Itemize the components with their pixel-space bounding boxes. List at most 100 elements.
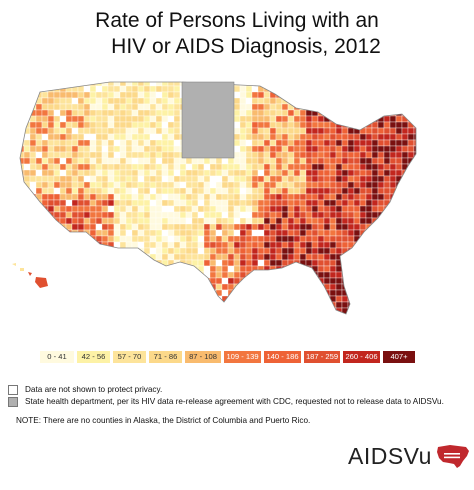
- county-cell: [365, 85, 373, 93]
- county-cell: [269, 121, 277, 129]
- county-cell: [161, 313, 169, 314]
- county-cell: [341, 265, 349, 273]
- county-cell: [263, 241, 271, 249]
- county-cell: [77, 151, 85, 159]
- county-cell: [365, 283, 373, 291]
- county-cell: [407, 235, 415, 243]
- county-cell: [227, 223, 235, 231]
- county-cell: [251, 205, 259, 213]
- county-cell: [348, 320, 354, 326]
- county-cell: [389, 127, 397, 135]
- county-cell: [365, 151, 373, 159]
- hawaii-islands: [12, 263, 48, 288]
- county-cell: [329, 235, 337, 243]
- county-cell: [173, 175, 181, 183]
- county-cell: [20, 85, 25, 93]
- county-cell: [245, 241, 253, 249]
- county-cell: [407, 82, 415, 87]
- county-cell: [131, 247, 139, 255]
- county-cell: [251, 277, 259, 285]
- county-cell: [71, 121, 79, 129]
- county-cell: [257, 103, 265, 111]
- county-cell: [293, 97, 301, 105]
- county-cell: [311, 133, 319, 141]
- county-cell: [227, 301, 235, 309]
- county-cell: [341, 187, 349, 195]
- county-cell: [173, 82, 181, 87]
- county-cell: [359, 85, 367, 93]
- county-cell: [245, 133, 253, 141]
- county-cell: [119, 139, 127, 147]
- county-cell: [209, 169, 217, 177]
- county-cell: [101, 115, 109, 123]
- county-cell: [269, 85, 277, 93]
- county-cell: [209, 163, 217, 171]
- county-cell: [353, 157, 361, 165]
- county-cell: [377, 271, 385, 279]
- county-cell: [389, 175, 397, 183]
- us-map-icon: [436, 444, 469, 468]
- county-cell: [305, 217, 313, 225]
- county-cell: [53, 193, 61, 201]
- county-cell: [341, 97, 349, 105]
- county-cell: [395, 121, 403, 129]
- county-cell: [203, 199, 211, 207]
- county-cell: [59, 205, 67, 213]
- county-cell: [53, 91, 61, 99]
- county-cell: [329, 265, 337, 273]
- county-cell: [413, 175, 416, 183]
- county-cell: [167, 115, 175, 123]
- county-cell: [53, 97, 61, 105]
- county-cell: [203, 157, 211, 165]
- county-cell: [251, 259, 259, 267]
- county-cell: [101, 313, 109, 314]
- county-cell: [89, 217, 97, 225]
- county-cell: [77, 139, 85, 147]
- county-cell: [263, 217, 271, 225]
- county-cell: [125, 85, 133, 93]
- county-cell: [119, 235, 127, 243]
- county-cell: [161, 169, 169, 177]
- county-cell: [20, 277, 25, 285]
- county-cell: [401, 247, 409, 255]
- county-cell: [101, 199, 109, 207]
- county-cell: [47, 265, 55, 273]
- county-cell: [35, 109, 43, 117]
- county-cell: [239, 175, 247, 183]
- county-cell: [125, 163, 133, 171]
- county-cell: [377, 307, 385, 314]
- county-cell: [395, 193, 403, 201]
- county-cell: [281, 169, 289, 177]
- county-cell: [173, 139, 181, 147]
- county-cell: [395, 169, 403, 177]
- county-cell: [311, 211, 319, 219]
- county-cell: [83, 157, 91, 165]
- county-cell: [251, 82, 259, 87]
- county-cell: [245, 109, 253, 117]
- county-cell: [245, 103, 253, 111]
- county-cell: [119, 115, 127, 123]
- county-cell: [71, 169, 79, 177]
- county-cell: [353, 211, 361, 219]
- county-cell: [347, 223, 355, 231]
- county-cell: [161, 193, 169, 201]
- county-cell: [413, 157, 416, 165]
- county-cell: [131, 301, 139, 309]
- county-cell: [119, 151, 127, 159]
- county-cell: [329, 277, 337, 285]
- county-cell: [71, 295, 79, 303]
- county-cell: [371, 187, 379, 195]
- county-cell: [83, 109, 91, 117]
- county-cell: [311, 139, 319, 147]
- county-cell: [95, 283, 103, 291]
- county-cell: [413, 259, 416, 267]
- county-cell: [269, 247, 277, 255]
- county-cell: [389, 139, 397, 147]
- county-cell: [96, 320, 102, 326]
- county-cell: [353, 307, 361, 314]
- county-cell: [155, 265, 163, 273]
- county-cell: [191, 271, 199, 279]
- county-cell: [299, 265, 307, 273]
- county-cell: [149, 157, 157, 165]
- county-cell: [66, 320, 72, 326]
